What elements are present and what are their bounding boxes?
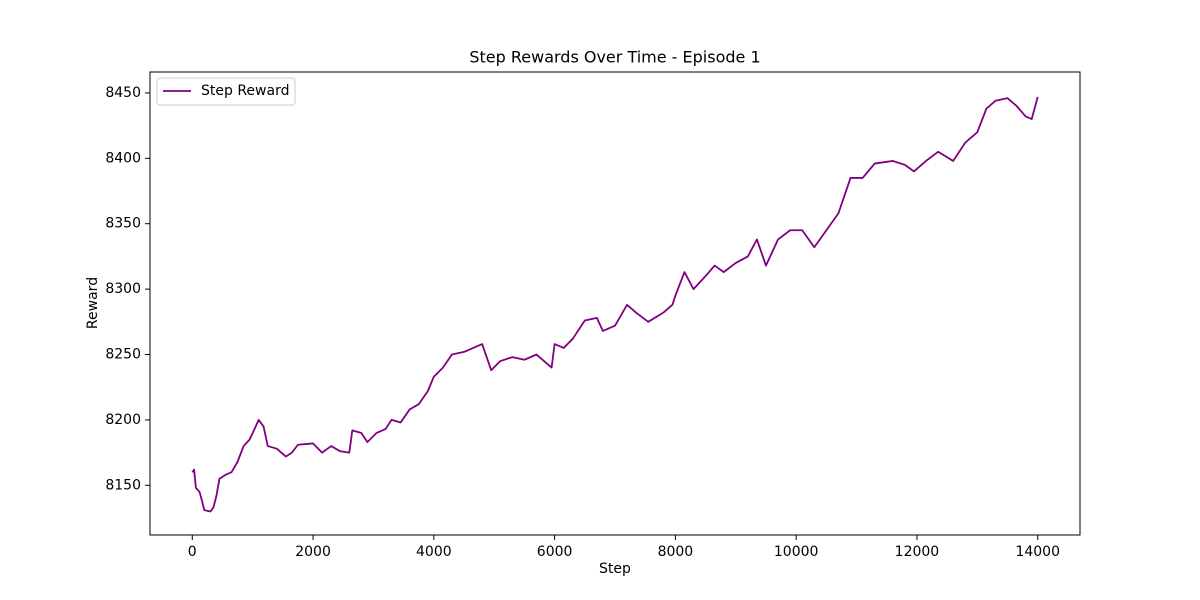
x-tick-label: 4000 xyxy=(416,544,452,560)
x-tick-label: 10000 xyxy=(774,544,819,560)
x-tick-label: 8000 xyxy=(658,544,694,560)
y-tick-label: 8350 xyxy=(105,216,141,232)
y-tick-label: 8300 xyxy=(105,281,141,297)
x-tick-label: 2000 xyxy=(295,544,331,560)
y-tick-label: 8400 xyxy=(105,150,141,166)
y-tick-label: 8150 xyxy=(105,477,141,493)
legend-box xyxy=(156,77,296,106)
x-tick-label: 14000 xyxy=(1015,544,1060,560)
x-tick-label: 12000 xyxy=(895,544,940,560)
y-tick-label: 8250 xyxy=(105,347,141,363)
x-tick-label: 0 xyxy=(188,544,197,560)
plot-frame xyxy=(149,71,1081,536)
x-axis-label: Step xyxy=(599,561,631,577)
y-tick-label: 8200 xyxy=(105,412,141,428)
legend-label: Step Reward xyxy=(201,83,289,99)
chart-title: Step Rewards Over Time - Episode 1 xyxy=(469,48,760,67)
data-line xyxy=(191,96,1039,513)
x-tick-label: 6000 xyxy=(537,544,573,560)
y-axis-label: Reward xyxy=(85,277,101,329)
y-tick-label: 8450 xyxy=(105,85,141,101)
